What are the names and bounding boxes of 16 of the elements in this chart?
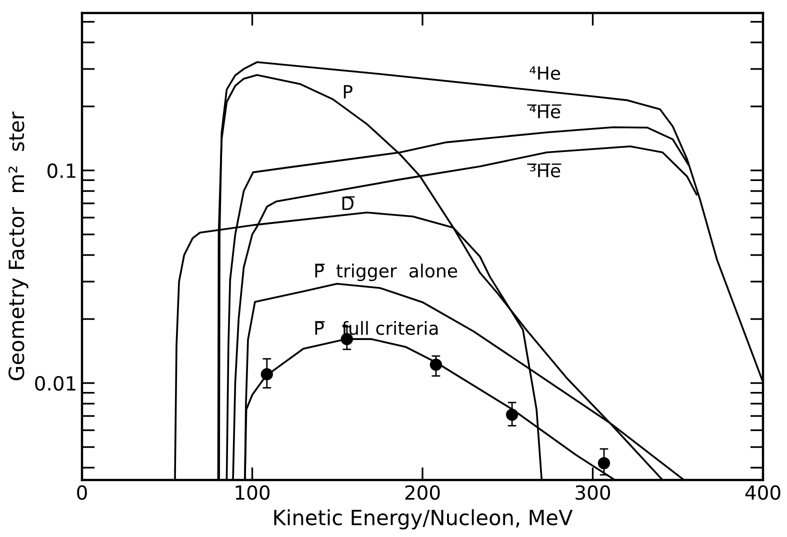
series-label: P̅ trigger alone	[315, 264, 458, 282]
series-label: ⁴He	[530, 66, 560, 80]
y-tick-label: 0.01	[35, 376, 76, 391]
series-label: D̅	[342, 196, 355, 210]
x-axis-title: Kinetic Energy/Nucleon, MeV	[274, 509, 573, 530]
x-tick-label: 400	[745, 485, 780, 500]
x-tick-label: 0	[77, 485, 87, 500]
x-tick-label: 200	[405, 485, 440, 500]
series-label: ³̅H̅e̅	[527, 164, 562, 178]
y-axis-title: Geometry Factor m² ster	[8, 112, 28, 380]
series-label: P	[344, 85, 352, 98]
x-tick-label: 300	[576, 485, 610, 500]
series-label: P̅ full criteria	[315, 321, 438, 335]
x-tick-label: 100	[236, 485, 270, 500]
series-label: ⁴̅H̅e̅	[527, 104, 562, 118]
y-tick-label: 0.1	[48, 163, 76, 178]
